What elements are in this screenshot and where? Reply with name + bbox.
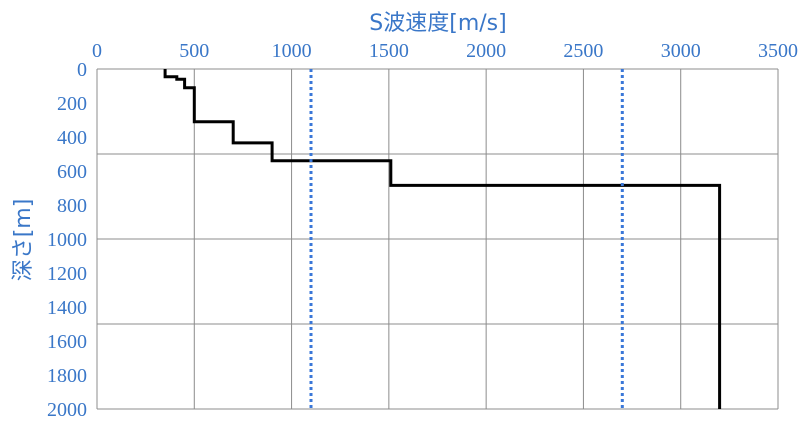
- x-tick-labels: 0 500 1000 1500 2000 2500 3000 3500: [92, 40, 798, 62]
- x-tick-label: 2500: [563, 40, 603, 62]
- y-tick-label: 800: [57, 195, 87, 217]
- x-tick-label: 0: [92, 40, 102, 62]
- x-tick-label: 1500: [369, 40, 409, 62]
- y-tick-label: 0: [77, 59, 87, 81]
- grid-lines: [96, 68, 779, 410]
- y-tick-label: 600: [57, 161, 87, 183]
- x-tick-label: 3500: [758, 40, 798, 62]
- velocity-profile-line: [163, 69, 722, 409]
- y-tick-label: 1800: [47, 365, 87, 387]
- x-tick-label: 1000: [272, 40, 312, 62]
- y-tick-label: 1400: [47, 297, 87, 319]
- y-tick-label: 400: [57, 127, 87, 149]
- y-tick-label: 1200: [47, 263, 87, 285]
- x-tick-label: 500: [179, 40, 209, 62]
- y-tick-label: 2000: [47, 399, 87, 421]
- data-series: [163, 69, 722, 409]
- y-tick-label: 1000: [47, 229, 87, 251]
- y-axis-title: 深さ[m]: [11, 199, 36, 282]
- x-tick-label: 2000: [466, 40, 506, 62]
- x-tick-label: 3000: [661, 40, 701, 62]
- x-axis-title: S波速度[m/s]: [369, 11, 506, 36]
- y-tick-labels: 0 200 400 600 800 1000 1200 1400 1600 1800 2000: [47, 59, 87, 421]
- y-tick-label: 1600: [47, 331, 87, 353]
- y-tick-label: 200: [57, 93, 87, 115]
